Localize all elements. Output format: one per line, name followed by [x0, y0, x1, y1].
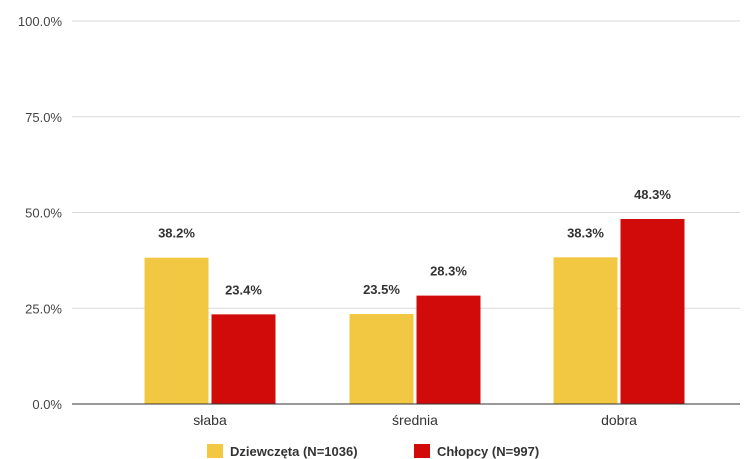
bar — [416, 295, 481, 404]
data-label: 48.3% — [634, 187, 671, 202]
legend-label: Chłopcy (N=997) — [437, 444, 539, 459]
x-category-label: słaba — [193, 412, 227, 428]
bar — [144, 257, 209, 404]
bars — [144, 219, 685, 404]
data-label: 28.3% — [430, 264, 467, 279]
data-labels: 38.2% 23.4% 23.5% 28.3% 38.3% 48.3% — [158, 187, 671, 297]
data-label: 23.4% — [225, 282, 262, 297]
x-axis-category-labels: słaba średnia dobra — [193, 412, 637, 428]
y-tick-label: 0.0% — [32, 397, 62, 412]
bar — [620, 219, 685, 404]
data-label: 38.3% — [567, 225, 604, 240]
x-category-label: średnia — [392, 412, 438, 428]
legend-swatch — [414, 444, 430, 458]
y-tick-label: 50.0% — [25, 206, 62, 221]
x-category-label: dobra — [601, 412, 637, 428]
data-label: 23.5% — [363, 282, 400, 297]
y-axis-tick-labels: 0.0% 25.0% 50.0% 75.0% 100.0% — [18, 14, 63, 412]
y-tick-label: 25.0% — [25, 301, 62, 316]
y-tick-label: 75.0% — [25, 110, 62, 125]
data-label: 38.2% — [158, 226, 195, 241]
bar — [211, 314, 276, 404]
bar — [553, 257, 618, 404]
legend-swatch — [207, 444, 223, 458]
legend: Dziewczęta (N=1036) Chłopcy (N=997) — [207, 444, 539, 459]
bar — [349, 313, 414, 404]
legend-label: Dziewczęta (N=1036) — [230, 444, 358, 459]
y-tick-label: 100.0% — [18, 14, 63, 29]
